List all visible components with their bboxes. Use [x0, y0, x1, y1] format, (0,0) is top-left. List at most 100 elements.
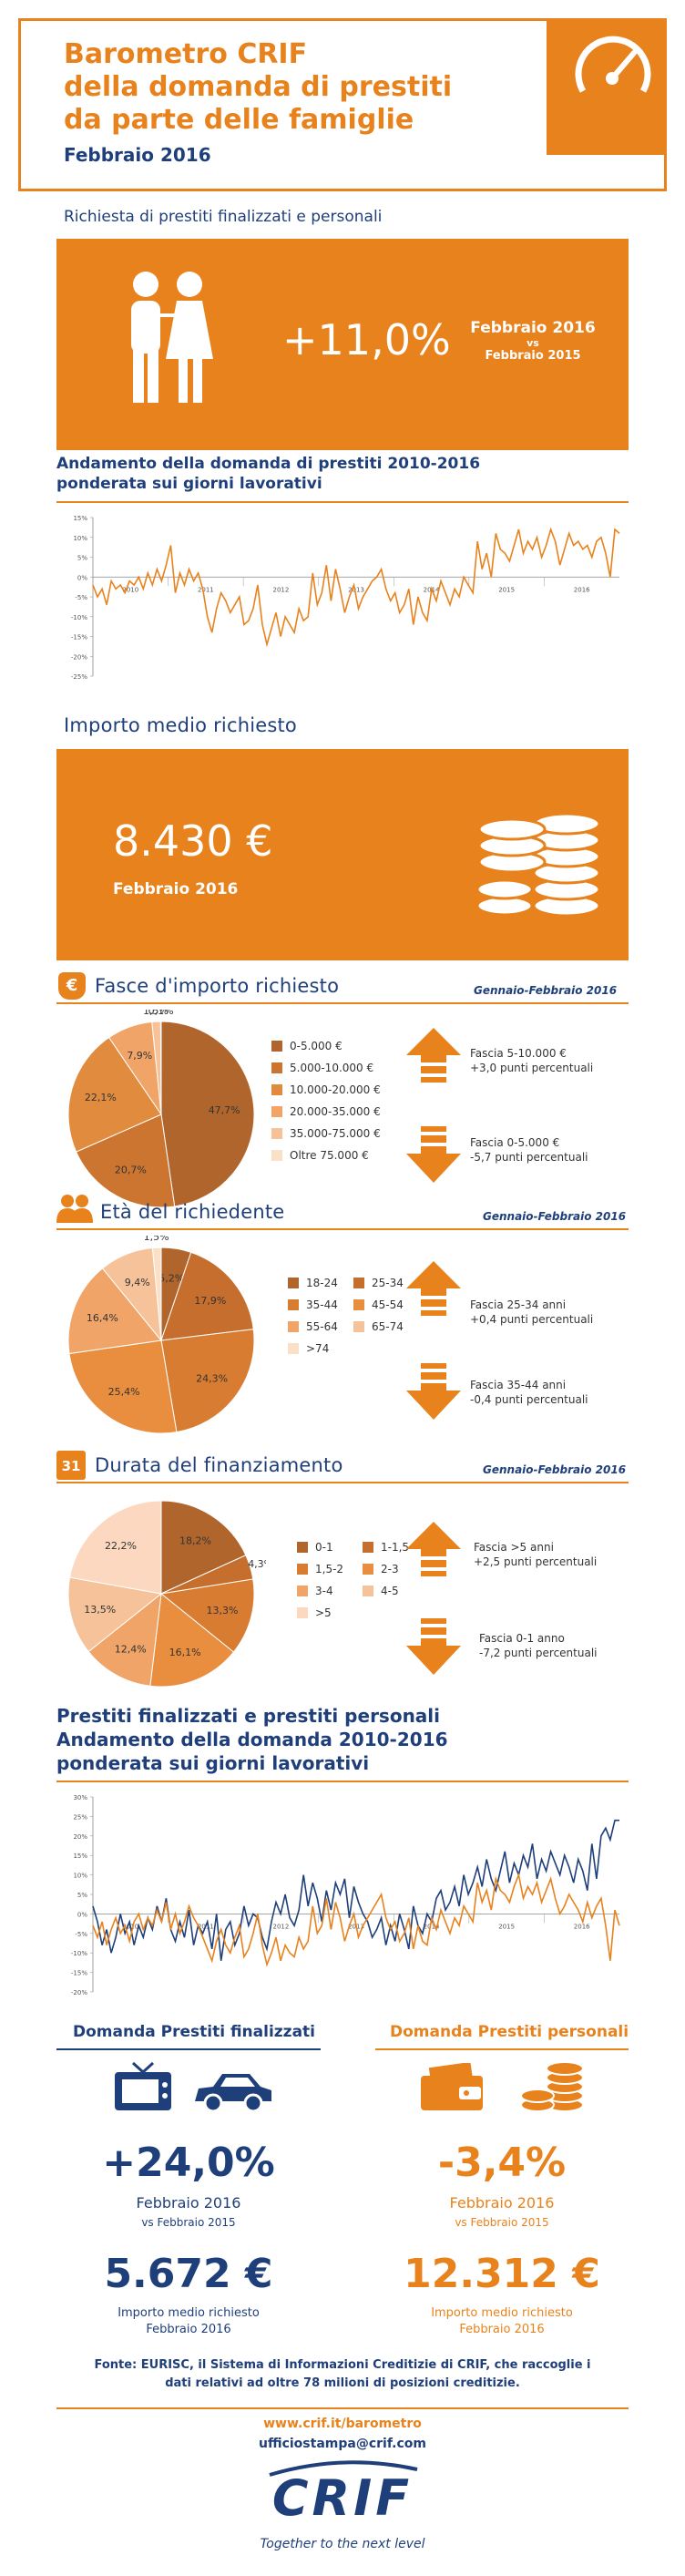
- pie-slice: [68, 1339, 178, 1434]
- y-tick-label: 15%: [73, 515, 87, 522]
- footer-email[interactable]: ufficiostampa@crif.com: [259, 2437, 426, 2451]
- legend-label: 35.000-75.000 €: [290, 1127, 381, 1140]
- legend-swatch: [271, 1084, 282, 1095]
- legend-label: >74: [306, 1342, 330, 1355]
- y-tick-label: 25%: [73, 1813, 87, 1821]
- crif-swoosh-icon: [269, 2460, 418, 2477]
- tv-icon: [115, 2061, 171, 2110]
- slice-label: 5,2%: [158, 1273, 184, 1285]
- legend-swatch: [353, 1321, 364, 1332]
- slice-label: 18,2%: [179, 1535, 211, 1547]
- legend-item: Oltre 75.000 €: [271, 1144, 381, 1166]
- eta-note-up: Fascia 25-34 anni +0,4 punti percentuali: [470, 1298, 594, 1326]
- pie-slice: [160, 1329, 255, 1433]
- x-group-label: 2011: [198, 586, 214, 593]
- people-icon: [56, 1195, 93, 1223]
- legend-label: Oltre 75.000 €: [290, 1149, 369, 1162]
- y-tick-label: -5%: [75, 594, 87, 601]
- legend-swatch: [363, 1542, 373, 1553]
- legend-label: 1-1,5: [381, 1541, 410, 1554]
- coins-icon: [520, 2061, 584, 2112]
- legend-item: 20.000-35.000 €: [271, 1101, 381, 1123]
- footer-url[interactable]: www.crif.it/barometro: [263, 2417, 422, 2431]
- eta-heading: Età del richiedente: [100, 1201, 285, 1223]
- personali-vs: vs Febbraio 2015: [455, 2216, 549, 2229]
- x-group-label: 2014: [424, 1923, 440, 1930]
- y-tick-label: -20%: [71, 653, 87, 661]
- legend-item: 1,5-2: [297, 1558, 355, 1580]
- legend-swatch: [288, 1343, 299, 1354]
- slice-label: 16,1%: [169, 1647, 201, 1658]
- legend-swatch: [297, 1564, 308, 1575]
- slice-label: 1,5%: [143, 1010, 169, 1017]
- speedometer-icon: [575, 36, 651, 93]
- y-tick-label: 20%: [73, 1833, 87, 1841]
- pie-slice: [160, 1251, 254, 1341]
- finalizzati-amount: 5.672 €: [104, 2251, 273, 2297]
- legend-item: 5.000-10.000 €: [271, 1057, 381, 1079]
- personali-amount-label: Importo medio richiesto Febbraio 2016: [431, 2306, 573, 2336]
- legend-item: 1-1,5: [363, 1536, 421, 1558]
- personali-amount: 12.312 €: [404, 2251, 600, 2297]
- fasce-note-down: Fascia 0-5.000 € -5,7 punti percentuali: [470, 1136, 588, 1164]
- finalizzati-value: +24,0%: [102, 2140, 275, 2186]
- source-note: Fonte: EURISC, il Sistema di Informazion…: [94, 2358, 591, 2390]
- y-tick-label: 0%: [77, 1911, 87, 1918]
- legend-swatch: [271, 1106, 282, 1117]
- legend-label: 18-24: [306, 1277, 338, 1289]
- legend-swatch: [288, 1321, 299, 1332]
- legend-item: 65-74: [353, 1316, 412, 1338]
- legend-swatch: [353, 1278, 364, 1288]
- y-tick-label: -10%: [71, 614, 87, 621]
- pie-slice: [149, 1593, 235, 1688]
- legend-item: 45-54: [353, 1294, 412, 1316]
- personali-value: -3,4%: [437, 2140, 567, 2186]
- legend-swatch: [297, 1607, 308, 1618]
- arrow-up-icon: [406, 1522, 461, 1576]
- fasce-rule: [56, 1002, 629, 1004]
- coins-icon: [475, 812, 601, 918]
- crif-logo: CRIF: [271, 2469, 414, 2527]
- legend-item: 2-3: [363, 1558, 421, 1580]
- x-group-label: 2012: [273, 586, 290, 593]
- durata-period: Gennaio-Febbraio 2016: [483, 1463, 627, 1476]
- slice-label: 22,1%: [85, 1092, 117, 1103]
- arrow-down-icon: [406, 1618, 461, 1675]
- y-tick-label: 15%: [73, 1852, 87, 1860]
- slice-label: 9,4%: [125, 1277, 150, 1288]
- request-period: Febbraio 2016 vs Febbraio 2015: [470, 319, 596, 363]
- y-tick-label: 10%: [73, 1873, 87, 1880]
- legend-swatch: [271, 1150, 282, 1161]
- y-tick-label: -15%: [71, 1970, 87, 1977]
- legend-swatch: [363, 1564, 373, 1575]
- slice-label: 12,4%: [115, 1644, 147, 1656]
- personali-period: Febbraio 2016: [449, 2194, 555, 2212]
- legend-label: 20.000-35.000 €: [290, 1105, 381, 1118]
- finalizzati-vs: vs Febbraio 2015: [141, 2216, 236, 2229]
- slice-label: 17,9%: [194, 1295, 226, 1307]
- pie-slice: [159, 1021, 162, 1115]
- finalizzati-period: Febbraio 2016: [136, 2194, 241, 2212]
- legend-swatch: [288, 1299, 299, 1310]
- fasce-note-up: Fascia 5-10.000 € +3,0 punti percentuali: [470, 1047, 594, 1074]
- durata-rule: [56, 1482, 629, 1483]
- legend-item: 18-24: [288, 1272, 346, 1294]
- y-tick-label: -10%: [71, 1950, 87, 1957]
- eta-rule: [56, 1228, 629, 1230]
- legend-label: 1,5-2: [315, 1563, 344, 1575]
- importo-value: 8.430 €: [113, 816, 273, 866]
- arrow-down-icon: [406, 1126, 461, 1183]
- legend-item: 0-1: [297, 1536, 355, 1558]
- pie-slice: [67, 1576, 163, 1653]
- trend1-chart: 15% 10% 5% 0% -5% -10% -15% -20% -25% 2010 2011 201…: [71, 515, 620, 681]
- legend-label: 25-34: [372, 1277, 404, 1289]
- legend-swatch: [271, 1128, 282, 1139]
- y-tick-label: 10%: [73, 535, 87, 542]
- personali-rule: [375, 2048, 629, 2050]
- couple-icon: [131, 272, 213, 403]
- pie-slice: [75, 1114, 176, 1208]
- crif-tagline: Together to the next level: [260, 2537, 425, 2551]
- pie-slice: [68, 1500, 162, 1595]
- legend-item: 3-4: [297, 1580, 355, 1602]
- legend-item: 25-34: [353, 1272, 412, 1294]
